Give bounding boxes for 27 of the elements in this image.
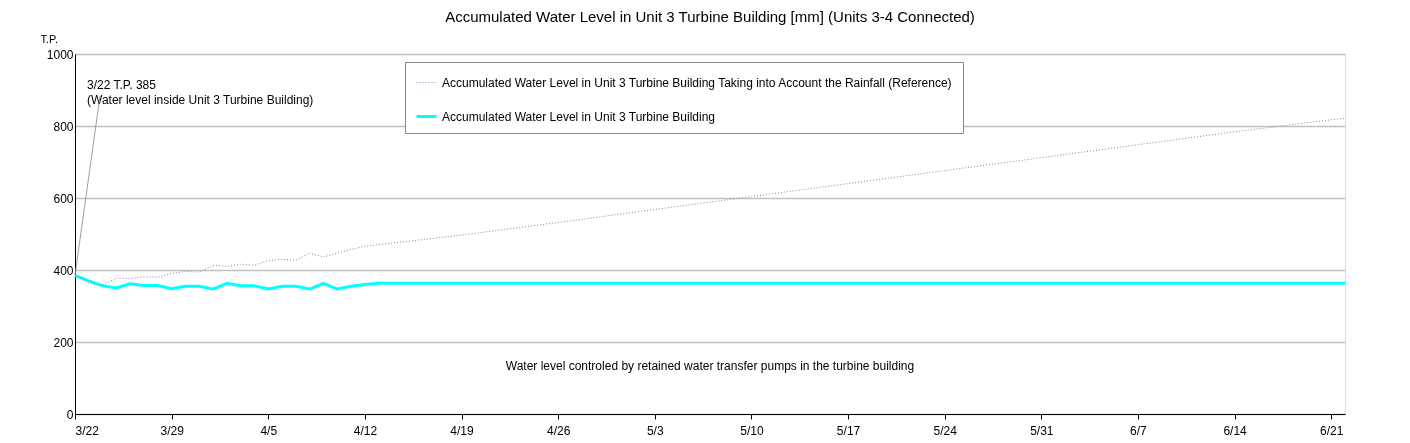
x-tick-label: 4/5: [260, 423, 278, 438]
x-tick-label: 5/3: [646, 423, 664, 438]
y-tick-label: 400: [53, 263, 74, 278]
y-tick-label: 800: [53, 119, 74, 134]
y-tick-label: 1000: [46, 47, 74, 62]
y-tick-label: 200: [53, 335, 74, 350]
x-tick-label: 5/24: [933, 423, 958, 438]
legend-label: Accumulated Water Level in Unit 3 Turbine Building Taking into Account the Rainfall (Reference): [442, 75, 952, 90]
x-tick-label: 5/31: [1030, 423, 1054, 438]
y-tick-label: 0: [66, 407, 74, 422]
line-series: [73, 273, 1347, 291]
y-axis-title: T.P.: [40, 32, 59, 45]
legend-label: Accumulated Water Level in Unit 3 Turbine Building: [442, 109, 716, 124]
x-tick-label: 6/21: [1320, 423, 1344, 438]
x-tick-label: 3/22: [75, 423, 100, 438]
x-tick-label: 3/29: [160, 423, 185, 438]
chart-title: Accumulated Water Level in Unit 3 Turbine Building [mm] (Units 3-4 Connected): [445, 8, 975, 25]
x-tick-label: 5/10: [740, 423, 764, 438]
y-tick-label: 600: [53, 191, 74, 206]
x-tick-label: 4/19: [450, 423, 475, 438]
annotation: Water level controled by retained water transfer pumps in the turbine building: [505, 359, 915, 373]
x-tick-label: 4/12: [353, 423, 378, 438]
x-tick-label: 5/17: [836, 423, 861, 438]
x-tick-label: 6/7: [1130, 423, 1148, 438]
annotation: 3/22 T.P. 385 (Water level inside Unit 3 Turbine Building): [87, 78, 314, 107]
x-tick-label: 4/26: [546, 423, 571, 438]
x-tick-label: 6/14: [1223, 423, 1248, 438]
